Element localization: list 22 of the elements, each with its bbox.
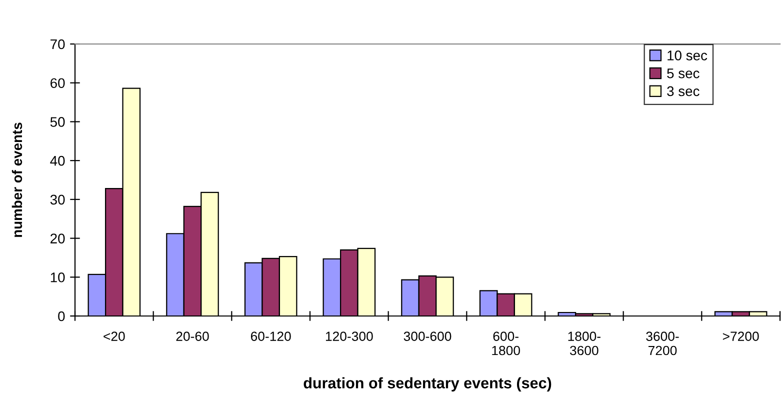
legend-label: 3 sec bbox=[667, 86, 700, 96]
x-tick-label: 1800- 3600 bbox=[568, 332, 600, 356]
y-tick-label: 40 bbox=[50, 156, 65, 166]
y-tick-label: 70 bbox=[50, 39, 65, 50]
y-tick-label: 50 bbox=[50, 117, 65, 127]
x-tick-label: 20-60 bbox=[176, 332, 209, 341]
x-tick-label: 600- 1800 bbox=[492, 332, 520, 356]
x-tick-label: 60-120 bbox=[250, 332, 291, 341]
y-tick-label: 0 bbox=[58, 311, 65, 322]
x-axis-title: duration of sedentary events (sec) bbox=[304, 377, 552, 392]
x-tick-label: >7200 bbox=[722, 332, 759, 341]
x-tick-label: 300-600 bbox=[404, 332, 452, 341]
y-tick-label: 10 bbox=[50, 272, 65, 282]
legend-label: 5 sec bbox=[667, 68, 700, 78]
x-tick-label: 120-300 bbox=[326, 332, 373, 341]
y-tick-label: 60 bbox=[50, 78, 65, 88]
x-tick-label: <20 bbox=[104, 332, 125, 341]
x-tick-label: 3600- 7200 bbox=[646, 332, 679, 356]
y-tick-label: 30 bbox=[50, 194, 65, 205]
y-axis-title: number of events bbox=[12, 122, 22, 237]
y-tick-label: 20 bbox=[50, 234, 65, 244]
legend-label: 10 sec bbox=[668, 50, 708, 60]
